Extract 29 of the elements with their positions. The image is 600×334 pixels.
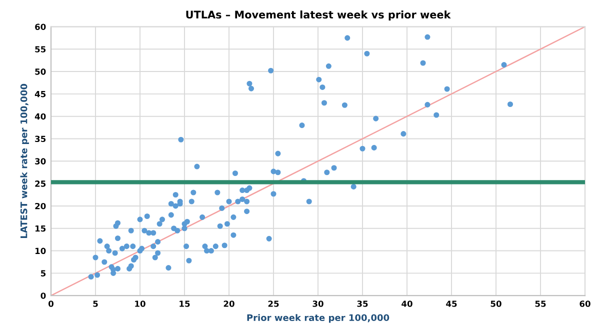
y-tick-label: 25 [35, 180, 46, 187]
y-tick-label: 50 [35, 68, 46, 75]
x-tick-label: 15 [180, 300, 190, 307]
y-tick-label: 40 [34, 113, 46, 120]
x-tick-label: 50 [490, 300, 502, 307]
y-tick-label: 15 [35, 225, 46, 232]
y-tick-label: 45 [34, 91, 46, 98]
x-axis-title: Prior week rate per 100,000 [247, 314, 390, 323]
y-axis-title: LATEST week rate per 100,000 [20, 84, 29, 238]
chart-title: UTLAs – Movement latest week vs prior week [186, 10, 451, 21]
x-tick-label: 55 [535, 300, 546, 307]
x-tick-label: 10 [135, 300, 146, 307]
y-tick-label: 5 [40, 270, 46, 276]
x-tick-label: 20 [224, 300, 234, 307]
x-tick-label: 5 [93, 300, 98, 307]
y-tick-label: 30 [35, 158, 46, 164]
x-tick-label: 40 [402, 300, 412, 307]
y-tick-label: 0 [40, 292, 46, 299]
x-tick-label: 35 [357, 300, 368, 307]
y-tick-label: 35 [35, 136, 46, 142]
y-tick-label: 10 [35, 248, 46, 254]
y-tick-label: 20 [35, 202, 46, 210]
x-tick-label: 60 [580, 300, 590, 307]
x-tick-label: 0 [48, 300, 54, 307]
x-tick-label: 25 [268, 300, 279, 307]
x-tick-label: 45 [446, 300, 457, 307]
x-tick-label: 30 [312, 300, 324, 307]
y-tick-label: 60 [35, 24, 46, 30]
y-tick-label: 55 [35, 46, 46, 52]
